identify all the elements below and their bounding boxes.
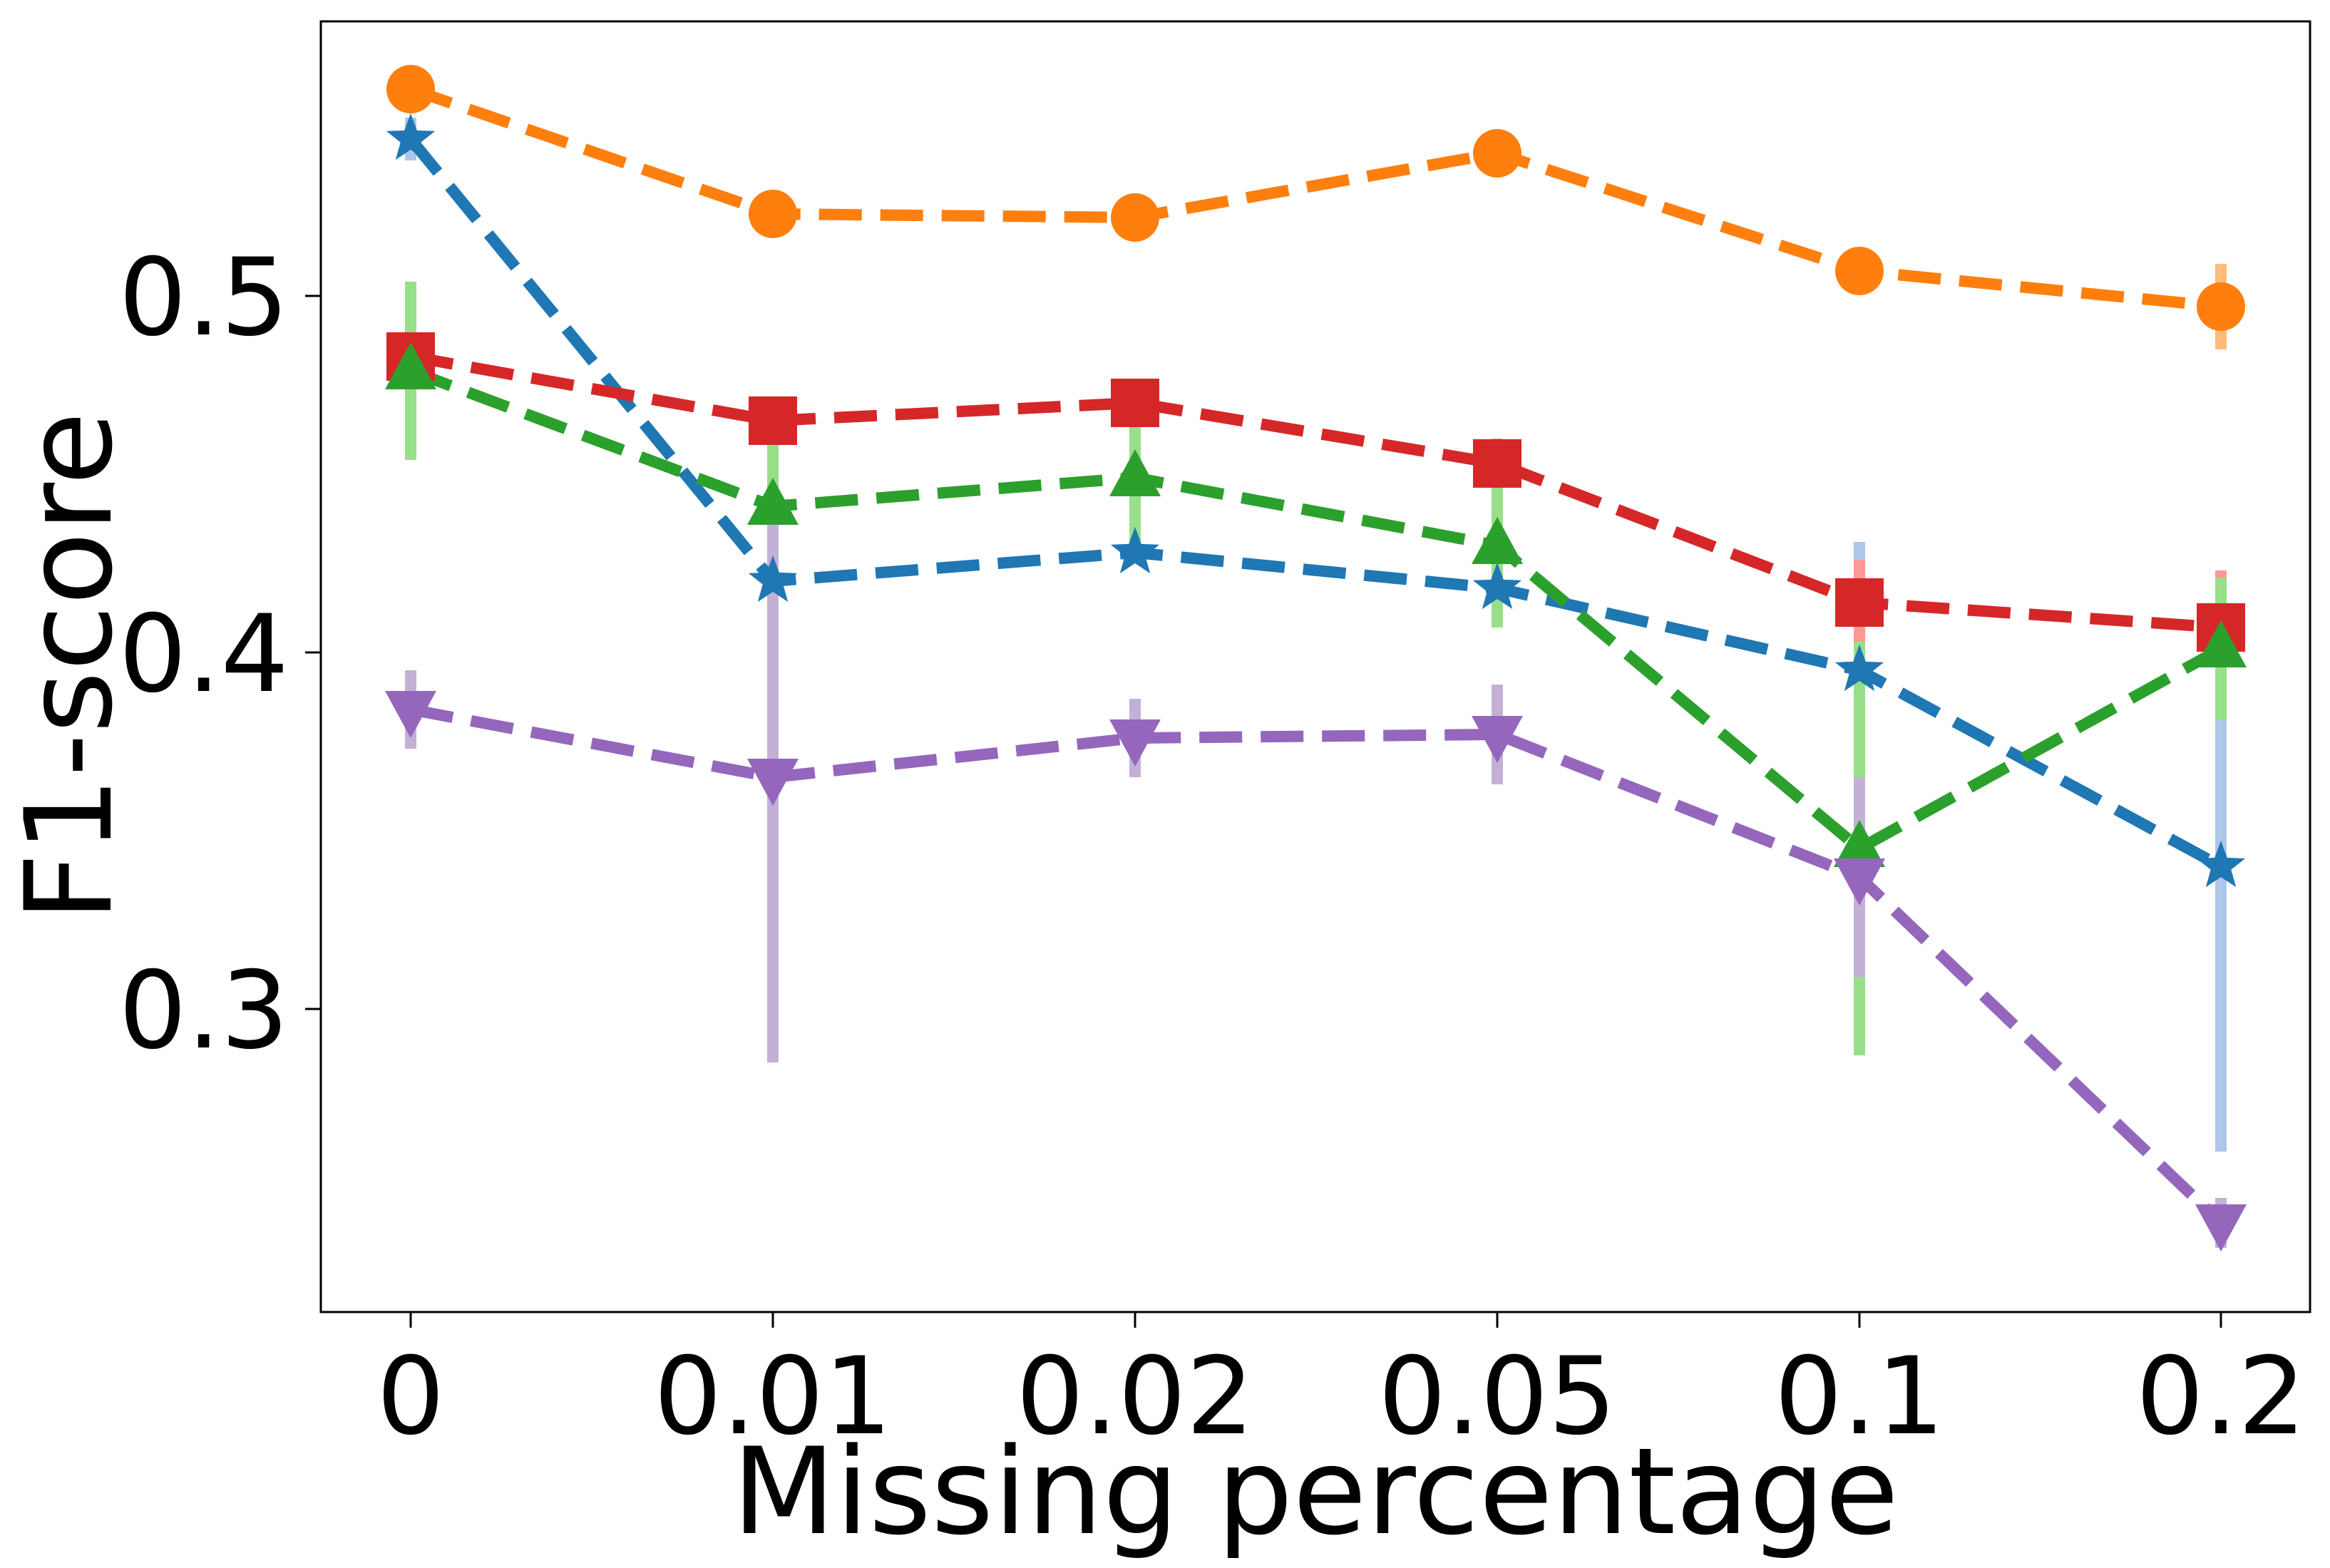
x-axis-label: Missing percentage [732, 1422, 1899, 1562]
purple-triangle-down-point-4 [1834, 859, 1885, 906]
green-triangle-point-4 [1834, 820, 1885, 867]
orange-circle-line [409, 83, 2222, 312]
orange-circle-point-0 [386, 65, 435, 113]
orange-circle-point-2 [1111, 193, 1159, 242]
purple-triangle-down-line [409, 704, 2225, 1227]
y-axis-label: F1-score [0, 411, 139, 922]
green-triangle-point-2 [1109, 449, 1161, 496]
blue-star-point-2 [1110, 527, 1160, 574]
x-tick-label: 0.02 [1016, 1335, 1254, 1459]
blue-star-point-1 [748, 555, 798, 603]
blue-star-point-4 [1834, 645, 1884, 692]
y-tick-label: 0.5 [118, 236, 289, 360]
error-bars [405, 118, 2227, 1248]
red-square-point-2 [1111, 379, 1159, 427]
series-markers [385, 65, 2247, 1251]
axis-ticks: 0 0.01 0.02 0.05 0.1 0.2 0.3 0.4 0.5 [118, 236, 2306, 1459]
blue-star-point-5 [2196, 841, 2246, 888]
x-tick-label: 0.05 [1378, 1335, 1616, 1459]
y-tick-label: 0.3 [118, 949, 289, 1073]
x-tick-label: 0.1 [1775, 1335, 1945, 1459]
green-triangle-line [409, 365, 2224, 854]
green-triangle-point-1 [747, 478, 799, 525]
green-triangle-point-5 [2195, 620, 2247, 667]
x-tick-label: 0.2 [2136, 1335, 2306, 1459]
blue-star-line [406, 135, 2224, 872]
x-tick-label: 0 [376, 1335, 444, 1459]
purple-triangle-down-point-1 [747, 759, 799, 806]
red-square-point-3 [1473, 439, 1521, 488]
green-triangle-point-0 [385, 342, 436, 389]
orange-circle-point-1 [749, 190, 797, 238]
series-lines [406, 83, 2225, 1227]
purple-triangle-down-point-2 [1109, 719, 1161, 767]
blue-star-point-0 [386, 113, 436, 160]
red-square-point-1 [749, 396, 797, 445]
purple-triangle-down-point-5 [2195, 1204, 2247, 1251]
blue-star-point-3 [1472, 563, 1522, 610]
green-triangle-point-3 [1472, 517, 1523, 564]
orange-circle-point-3 [1473, 129, 1521, 178]
orange-circle-point-5 [2197, 282, 2245, 331]
purple-triangle-down-point-3 [1472, 716, 1523, 763]
x-tick-label: 0.01 [654, 1335, 892, 1459]
y-tick-label: 0.4 [118, 593, 289, 717]
plot-frame [319, 20, 2311, 1313]
orange-circle-point-4 [1835, 247, 1884, 295]
red-square-line [409, 351, 2222, 633]
purple-triangle-down-point-0 [385, 691, 436, 738]
red-square-point-4 [1835, 578, 1884, 627]
